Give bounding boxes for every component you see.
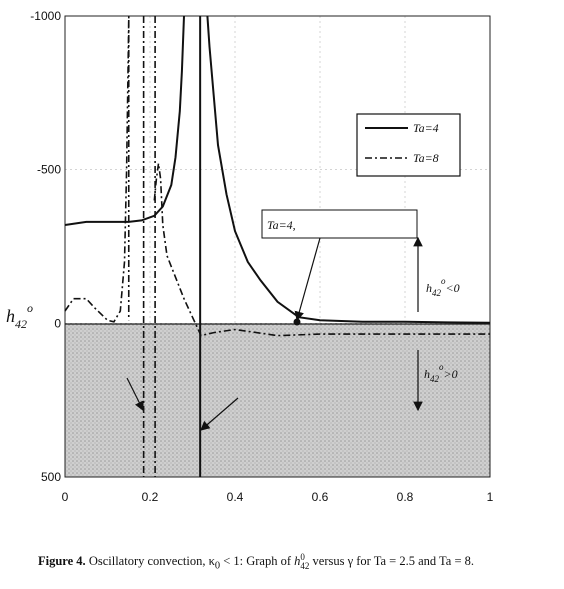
callout-arrow — [294, 237, 321, 322]
caption-h-sup: 0 — [300, 552, 305, 562]
y-tick-label: 500 — [41, 470, 61, 484]
pointer-arrow-right — [200, 397, 239, 431]
caption-kappa-sub: 0 — [214, 560, 221, 572]
caption-label: Figure 4. — [38, 553, 86, 568]
x-tick-label: 0.2 — [142, 490, 159, 504]
legend-label-ta4: Ta=4 — [413, 121, 439, 135]
y-tick-label: 0 — [54, 316, 61, 330]
figure-caption: Figure 4. Oscillatory convection, κ0 < 1… — [38, 552, 558, 572]
legend: Ta=4 Ta=8 — [356, 113, 461, 177]
y-tick-label: -500 — [37, 163, 61, 177]
y-tick-labels: -1000 -500 0 500 — [30, 9, 61, 484]
x-tick-label: 0.6 — [312, 490, 329, 504]
series-ta8-left — [64, 15, 130, 323]
x-tick-label: 1 — [487, 490, 494, 504]
series-ta4-left — [64, 15, 185, 226]
series-ta8-right — [153, 163, 490, 337]
x-tick-label: 0.8 — [397, 490, 414, 504]
callout-label: Ta=4, — [267, 218, 296, 232]
y-tick-label: -1000 — [30, 9, 61, 23]
caption-h-sub: 42 — [300, 561, 310, 571]
caption-text-2: < 1: Graph of — [220, 553, 295, 568]
callout-point — [293, 318, 301, 326]
label-negative-region: h42o<0 — [426, 276, 460, 298]
shaded-region — [65, 324, 490, 477]
series-ta4-right — [206, 15, 491, 324]
x-tick-label: 0.4 — [227, 490, 244, 504]
x-tick-label: 0 — [62, 490, 69, 504]
callout: Ta=4, — [261, 209, 418, 326]
plot-frame — [64, 15, 491, 478]
legend-label-ta8: Ta=8 — [413, 151, 439, 165]
caption-text-3: versus γ for Ta = 2.5 and Ta = 8. — [309, 553, 474, 568]
series-layer — [64, 15, 491, 477]
y-axis-label: h42o — [6, 301, 33, 331]
pointer-arrow-left — [126, 377, 144, 412]
caption-text-1: Oscillatory convection, κ — [85, 553, 215, 568]
x-tick-labels: 0 0.2 0.4 0.6 0.8 1 — [62, 490, 494, 504]
caption-h: h — [294, 553, 301, 568]
